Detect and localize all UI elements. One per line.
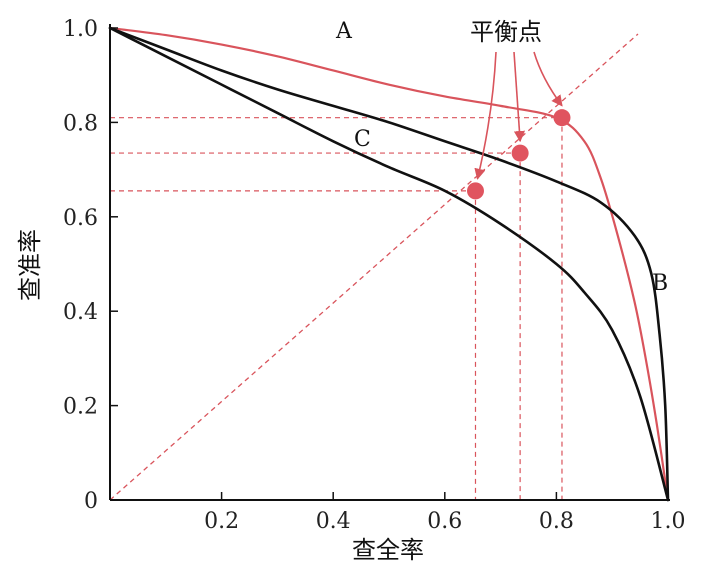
- x-axis-label: 查全率: [352, 536, 424, 564]
- curve-label-c: C: [354, 127, 371, 152]
- break-even-annotation: 平衡点: [470, 18, 542, 46]
- curve-label-b: B: [652, 271, 668, 296]
- y-tick-label: 0.2: [63, 395, 98, 420]
- y-ticks: 0 0.2 0.4 0.6 0.8 1.0: [63, 17, 118, 514]
- y-tick-label: 0.6: [63, 206, 98, 231]
- y-tick-label: 1.0: [63, 17, 98, 42]
- x-tick-label: 0.8: [539, 509, 574, 534]
- y-tick-label: 0: [84, 489, 98, 514]
- break-even-point-c: [466, 182, 484, 200]
- x-tick-label: 0.4: [316, 509, 351, 534]
- break-even-point-a: [553, 109, 571, 127]
- curve-label-a: A: [335, 19, 353, 44]
- annotation-arrow: [533, 51, 563, 107]
- annotation-arrows: [474, 51, 563, 180]
- y-axis-label: 查准率: [16, 229, 44, 301]
- x-tick-label: 0.2: [204, 509, 239, 534]
- curve-c: [108, 26, 670, 502]
- break-even-point-b: [511, 144, 529, 162]
- annotation-arrow: [474, 51, 497, 180]
- curves: [108, 26, 670, 502]
- x-tick-label: 0.6: [427, 509, 462, 534]
- y-tick-label: 0.4: [63, 300, 98, 325]
- diagonal-dashed-line: [109, 33, 639, 501]
- x-tick-label: 1.0: [651, 509, 686, 534]
- x-ticks: 0.2 0.4 0.6 0.8 1.0: [204, 492, 686, 534]
- curve-b: [108, 26, 670, 502]
- annotation-arrow: [513, 51, 526, 143]
- curve-a: [108, 26, 670, 502]
- y-tick-label: 0.8: [63, 111, 98, 136]
- dashed-guides: [110, 117, 563, 500]
- break-even-points: [466, 109, 571, 200]
